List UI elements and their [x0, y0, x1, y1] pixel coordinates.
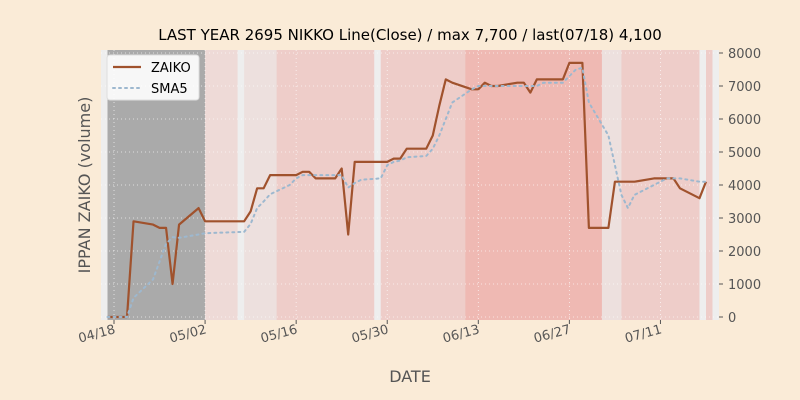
x-axis-label: DATE	[389, 367, 431, 386]
x-tick-label: 05/30	[350, 322, 390, 346]
x-tick-label: 07/11	[623, 322, 663, 346]
y-tick-label: 6000	[728, 113, 761, 128]
y-tick-label: 8000	[728, 47, 761, 62]
y-tick-label: 1000	[728, 278, 761, 293]
y-axis-label: IPPAN ZAIKO (volume)	[75, 97, 94, 274]
series-line-sma5	[106, 66, 707, 318]
y-tick-label: 2000	[728, 245, 761, 260]
x-tick-label: 04/18	[77, 322, 117, 346]
legend: ZAIKO SMA5	[106, 54, 200, 101]
y-tick-label: 7000	[728, 80, 761, 95]
x-tick-label: 06/13	[441, 322, 481, 346]
chart-title: LAST YEAR 2695 NIKKO Line(Close) / max 7…	[158, 26, 662, 44]
legend-label-sma5: SMA5	[151, 82, 188, 97]
shaded-band	[244, 50, 277, 320]
legend-label-zaiko: ZAIKO	[151, 61, 191, 76]
y-tick-label: 0	[728, 311, 736, 326]
shaded-band	[380, 50, 466, 320]
y-tick-label: 5000	[728, 146, 761, 161]
shaded-band	[601, 50, 622, 320]
x-tick-label: 05/02	[168, 322, 208, 346]
x-tick-label: 05/16	[259, 322, 299, 346]
series-line-zaiko	[107, 61, 708, 319]
x-tick-label: 06/27	[532, 322, 572, 346]
y-tick-label: 3000	[728, 212, 761, 227]
y-tick-label: 4000	[728, 179, 761, 194]
